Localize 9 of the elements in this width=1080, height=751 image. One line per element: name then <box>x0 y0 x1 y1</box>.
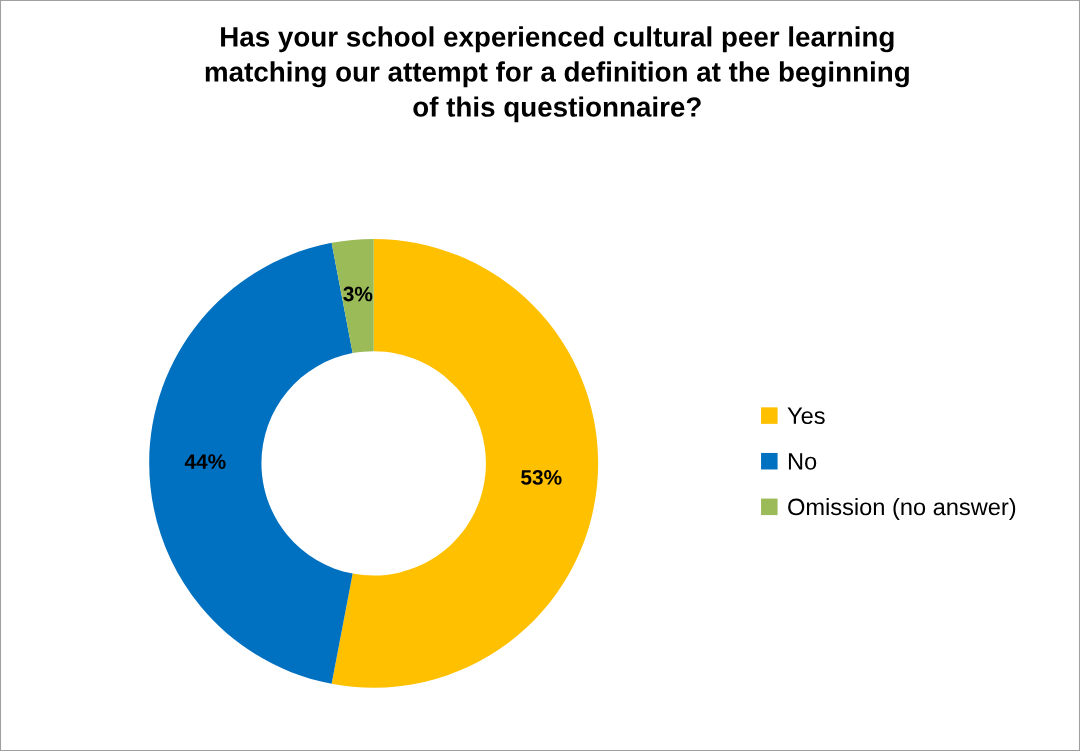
legend-label: Yes <box>787 407 825 425</box>
data-label: 3% <box>343 286 373 302</box>
legend-label: No <box>788 453 817 470</box>
donut-slice <box>331 238 374 354</box>
legend-label: Omission (no answer) <box>788 497 1016 520</box>
data-label: 53% <box>521 470 562 485</box>
chart-title: Has your school experienced cultural peer learning matching our attempt for a definition at the beginning of this questionnaire? <box>205 26 909 123</box>
data-label: 44% <box>184 454 226 469</box>
donut-slice <box>331 238 599 688</box>
